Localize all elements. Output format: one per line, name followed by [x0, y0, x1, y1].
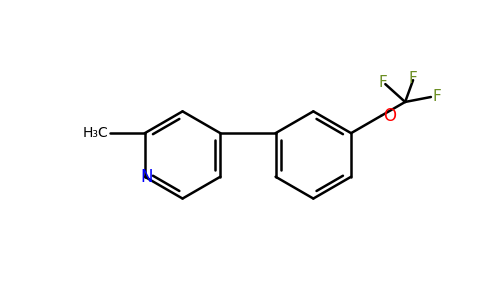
Text: F: F: [433, 89, 441, 104]
Text: F: F: [408, 71, 417, 86]
Text: F: F: [379, 75, 388, 90]
Text: O: O: [383, 107, 396, 125]
Text: N: N: [140, 168, 153, 186]
Text: H₃C: H₃C: [82, 126, 108, 140]
